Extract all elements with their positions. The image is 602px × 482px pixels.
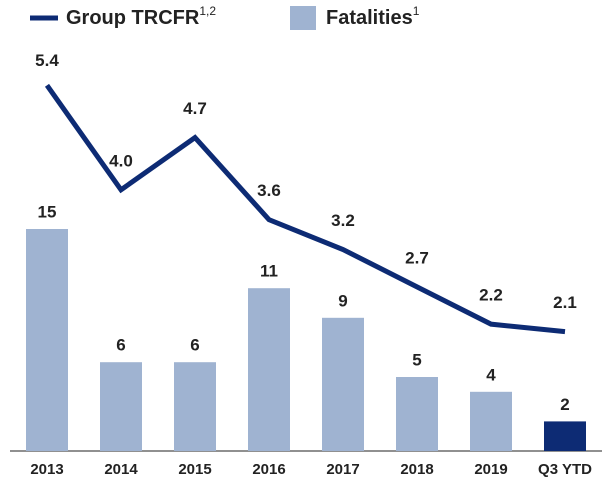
x-tick-label: 2018 <box>400 461 433 478</box>
line-value-label: 5.4 <box>35 51 59 70</box>
legend-superscript: 1,2 <box>199 4 216 18</box>
legend-superscript: 1 <box>413 4 420 18</box>
bar-value-label: 6 <box>116 336 125 355</box>
bar <box>100 362 142 451</box>
line-value-label: 2.7 <box>405 248 429 267</box>
line-value-label: 4.0 <box>109 151 133 170</box>
bar <box>544 421 586 451</box>
line-value-label: 3.6 <box>257 181 281 200</box>
bar <box>248 288 290 451</box>
bar <box>26 229 68 451</box>
trcfr-line <box>44 83 566 335</box>
bar-value-label: 5 <box>412 350 421 369</box>
bar <box>174 362 216 451</box>
bar-value-label: 15 <box>38 202 57 221</box>
legend-name: Group TRCFR <box>66 7 200 29</box>
legend-label: Group TRCFR1,2 <box>66 4 216 29</box>
line-value-label: 3.2 <box>331 211 355 230</box>
legend-swatch <box>290 6 316 30</box>
bar <box>322 317 364 451</box>
bar <box>396 377 438 451</box>
line-value-label: 4.7 <box>183 99 207 118</box>
line-value-label: 2.1 <box>553 293 577 312</box>
bar-value-label: 11 <box>260 262 278 281</box>
x-tick-label: 2016 <box>252 461 285 478</box>
bar-value-label: 9 <box>338 291 347 310</box>
bar <box>470 391 512 451</box>
x-tick-label: 2013 <box>30 461 63 478</box>
bar-value-label: 2 <box>560 395 569 414</box>
x-tick-label: Q3 YTD <box>538 461 592 478</box>
x-tick-label: 2019 <box>474 461 507 478</box>
legend-name: Fatalities <box>326 7 413 29</box>
line-value-label: 2.2 <box>479 286 503 305</box>
x-tick-label: 2017 <box>326 461 359 478</box>
x-tick-label: 2014 <box>104 461 138 478</box>
x-tick-label: 2015 <box>178 461 211 478</box>
bar-value-label: 6 <box>190 336 199 355</box>
bar-value-label: 4 <box>486 365 496 384</box>
legend-label: Fatalities1 <box>326 4 420 29</box>
